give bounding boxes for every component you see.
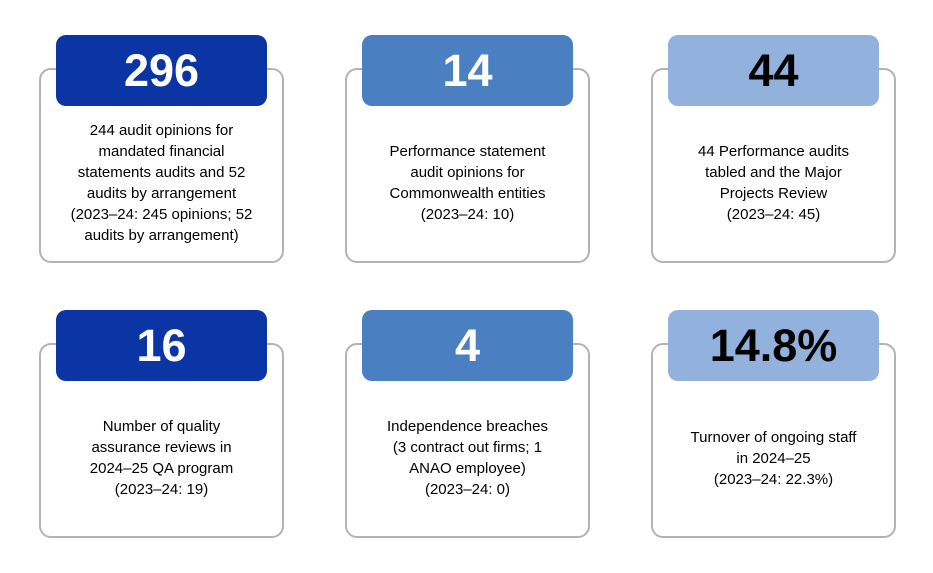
stat-value: 14	[442, 45, 493, 96]
stat-description-area: Number of quality assurance reviews in 2…	[49, 381, 274, 535]
stat-value: 14.8%	[709, 320, 838, 371]
stat-value: 296	[123, 45, 200, 96]
stat-description: 44 Performance audits tabled and the Maj…	[698, 143, 849, 223]
stat-description-area: Independence breaches (3 contract out fi…	[355, 381, 580, 535]
stat-card-audit-opinions: 296 244 audit opinions for mandated fina…	[39, 35, 284, 263]
stat-description-area: 244 audit opinions for mandated financia…	[49, 106, 274, 260]
stat-badge: 16	[56, 310, 267, 381]
stat-value: 16	[136, 320, 187, 371]
stat-description: Number of quality assurance reviews in 2…	[89, 418, 234, 498]
stat-card-independence-breaches: 4 Independence breaches (3 contract out …	[345, 310, 590, 538]
stat-description-area: 44 Performance audits tabled and the Maj…	[661, 106, 886, 260]
stat-badge: 4	[362, 310, 573, 381]
stat-description: Independence breaches (3 contract out fi…	[387, 418, 548, 498]
stat-value: 4	[454, 320, 481, 371]
stat-description: 244 audit opinions for mandated financia…	[70, 122, 253, 244]
stat-description-area: Turnover of ongoing staff in 2024–25 (20…	[661, 381, 886, 535]
stat-card-staff-turnover: 14.8% Turnover of ongoing staff in 2024–…	[651, 310, 896, 538]
stat-badge: 44	[668, 35, 879, 106]
stat-card-performance-audits: 44 44 Performance audits tabled and the …	[651, 35, 896, 263]
stat-badge: 14	[362, 35, 573, 106]
stat-description-area: Performance statement audit opinions for…	[355, 106, 580, 260]
stat-value: 44	[748, 45, 799, 96]
stat-badge: 296	[56, 35, 267, 106]
stat-card-quality-assurance-reviews: 16 Number of quality assurance reviews i…	[39, 310, 284, 538]
stat-card-performance-statement-opinions: 14 Performance statement audit opinions …	[345, 35, 590, 263]
stat-badge: 14.8%	[668, 310, 879, 381]
stat-description: Turnover of ongoing staff in 2024–25 (20…	[690, 428, 857, 488]
stat-description: Performance statement audit opinions for…	[389, 143, 546, 223]
